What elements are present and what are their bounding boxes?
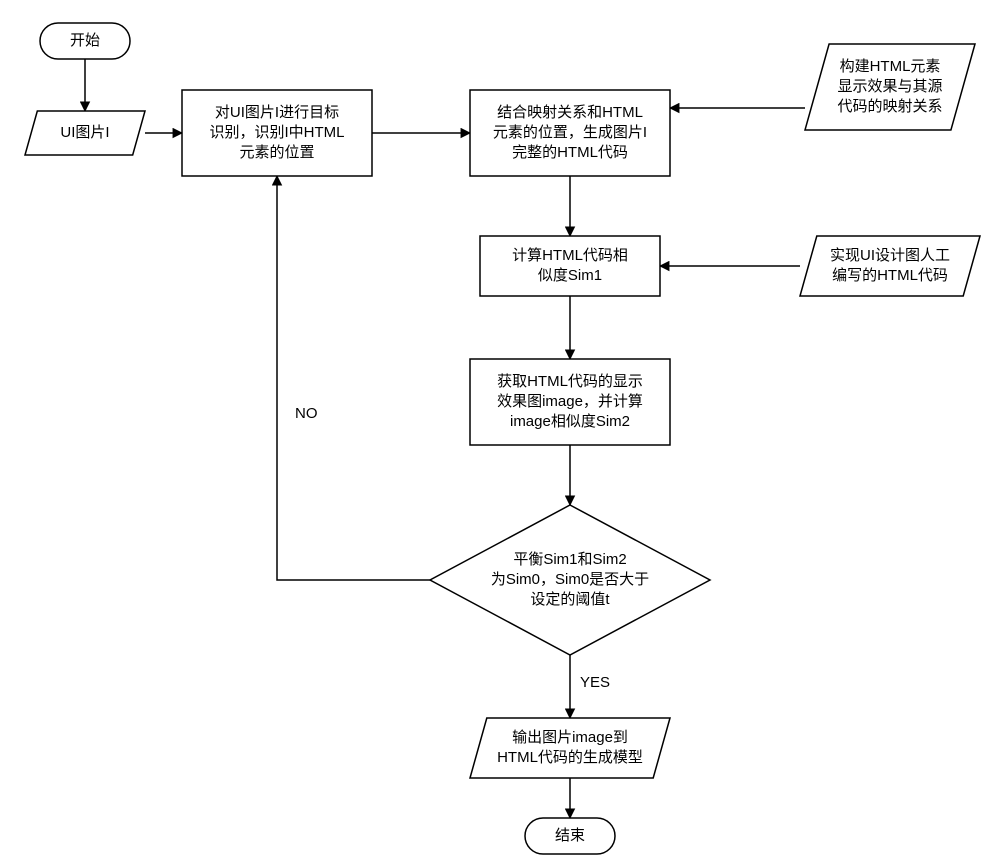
node-sim1: 计算HTML代码相似度Sim1 [480, 236, 660, 296]
map_rel-text-2: 代码的映射关系 [837, 98, 942, 115]
node-manual: 实现UI设计图人工编写的HTML代码 [800, 236, 980, 296]
sim1-text-1: 似度Sim1 [538, 267, 602, 284]
decision-text-2: 设定的阈值t [530, 591, 610, 608]
node-end: 结束 [525, 818, 615, 854]
combine-text-1: 元素的位置，生成图片I [493, 124, 647, 141]
map_rel-text-0: 构建HTML元素 [840, 58, 941, 75]
sim2-text-2: image相似度Sim2 [510, 413, 630, 430]
recog-text-0: 对UI图片I进行目标 [215, 104, 339, 121]
combine-text-0: 结合映射关系和HTML [497, 104, 643, 121]
node-recog: 对UI图片I进行目标识别，识别I中HTML 元素的位置 [182, 90, 372, 176]
output-text-0: 输出图片image到 [512, 729, 628, 746]
sim2-text-1: 效果图image，并计算 [497, 392, 643, 410]
node-output: 输出图片image到 HTML代码的生成模型 [470, 718, 670, 778]
flowchart-canvas: YESNO 开始UI图片I对UI图片I进行目标识别，识别I中HTML元素的位置结… [0, 0, 1000, 862]
recog-text-2: 元素的位置 [239, 144, 314, 161]
input_i-text-0: UI图片I [60, 124, 109, 141]
combine-text-2: 完整的HTML代码 [512, 144, 628, 161]
node-start: 开始 [40, 23, 130, 59]
start-text-0: 开始 [70, 32, 100, 49]
node-decision: 平衡Sim1和Sim2 为Sim0，Sim0是否大于设定的阈值t [430, 505, 710, 655]
manual-text-1: 编写的HTML代码 [832, 267, 948, 284]
edge-decision-to-recog: NO [277, 176, 430, 580]
node-map_rel: 构建HTML元素显示效果与其源代码的映射关系 [805, 44, 975, 130]
edge-label-yes: YES [580, 674, 610, 691]
sim2-text-0: 获取HTML代码的显示 [497, 373, 643, 390]
node-combine: 结合映射关系和HTML 元素的位置，生成图片I 完整的HTML代码 [470, 90, 670, 176]
edge-label-no: NO [295, 405, 318, 422]
node-input_i: UI图片I [25, 111, 145, 155]
node-sim2: 获取HTML代码的显示效果图image，并计算 image相似度Sim2 [470, 359, 670, 445]
sim1-text-0: 计算HTML代码相 [512, 246, 628, 264]
end-text-0: 结束 [555, 827, 585, 844]
recog-text-1: 识别，识别I中HTML [209, 124, 344, 141]
decision-text-0: 平衡Sim1和Sim2 [513, 551, 626, 568]
manual-text-0: 实现UI设计图人工 [830, 247, 950, 264]
output-text-1: HTML代码的生成模型 [497, 749, 643, 766]
map_rel-text-1: 显示效果与其源 [837, 78, 942, 95]
decision-text-1: 为Sim0，Sim0是否大于 [491, 571, 649, 588]
edge-decision-to-output: YES [570, 655, 610, 718]
